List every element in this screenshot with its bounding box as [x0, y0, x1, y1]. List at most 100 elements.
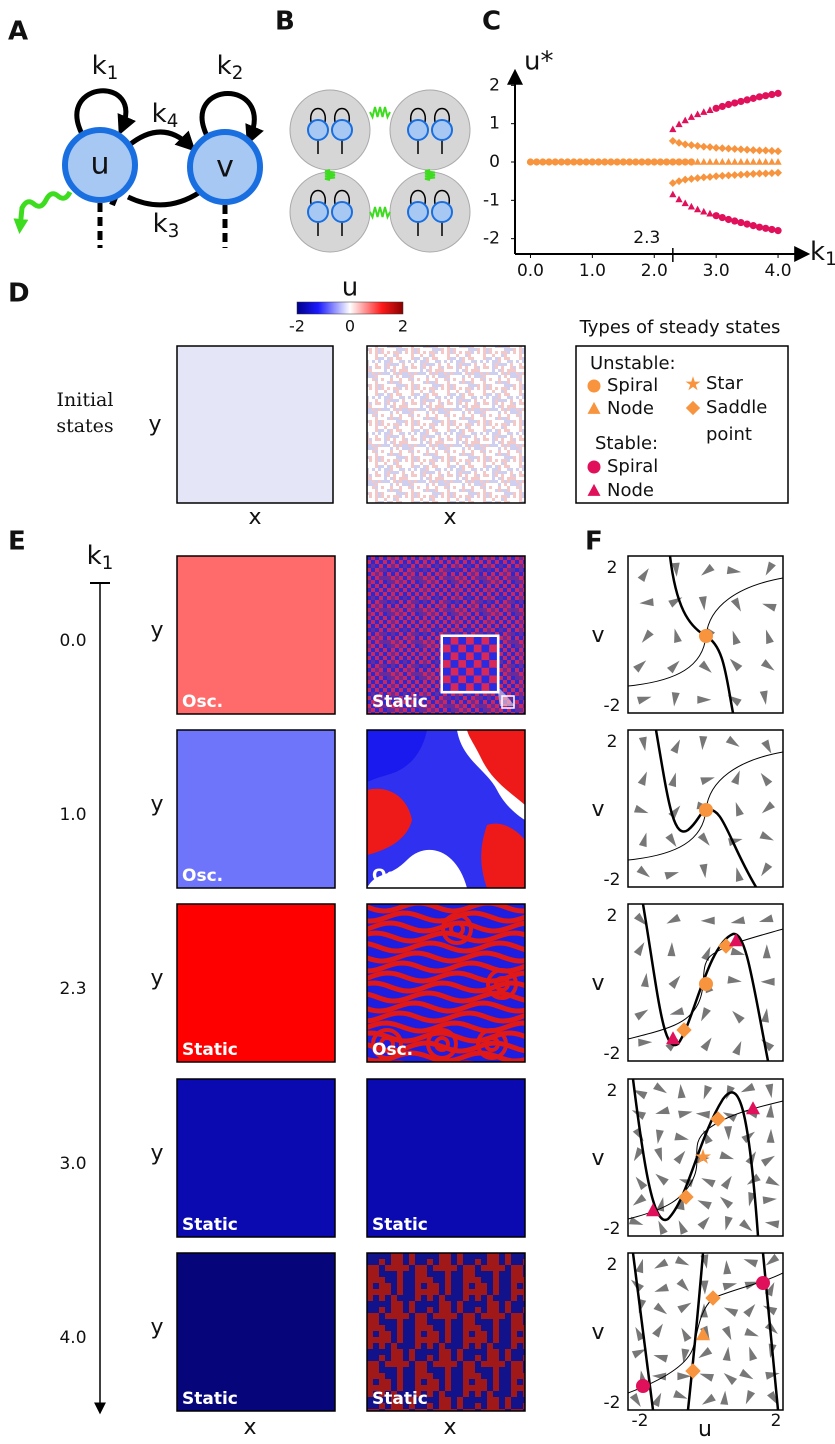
marker-circle: [614, 158, 621, 165]
marker-triangle: [700, 108, 707, 115]
marker-circle: [533, 158, 540, 165]
regime-label: Static: [372, 692, 428, 712]
marker-triangle: [744, 158, 751, 165]
k3-label: k3: [153, 209, 180, 242]
legend-label: Spiral: [607, 375, 658, 396]
colorbar: [297, 302, 403, 314]
panel-d: u-202InitialstatesyxxTypes of steady sta…: [56, 273, 788, 531]
right-field: [367, 1253, 525, 1411]
marker-triangle: [694, 111, 701, 118]
y-tick-label: 0: [489, 152, 500, 172]
marker-triangle: [774, 158, 781, 165]
y-label: y: [148, 412, 161, 437]
zoom-cell: [451, 645, 459, 653]
v-min: -2: [604, 696, 621, 716]
initial-uniform: [177, 346, 333, 503]
y-tick-label: -1: [483, 190, 500, 210]
marker-circle: [719, 103, 726, 110]
marker-circle: [583, 158, 590, 165]
node-u-label: u: [90, 147, 109, 182]
v-label: v: [591, 1320, 604, 1345]
marker-circle: [589, 158, 596, 165]
phase-portrait: [628, 730, 783, 887]
zoom-cell: [489, 652, 497, 660]
pattern-fill: [367, 1253, 525, 1411]
small-node: [308, 202, 328, 222]
small-node: [432, 120, 452, 140]
marker-circle: [762, 225, 769, 232]
panel-label: B: [275, 7, 295, 37]
zoom-cell: [466, 645, 474, 653]
zoom-cell: [466, 668, 474, 676]
marker-circle: [601, 158, 608, 165]
marker-circle: [626, 158, 633, 165]
marker-star: [686, 376, 701, 390]
v-min: -2: [604, 1219, 621, 1239]
v-label: v: [591, 623, 604, 648]
colorbar-label: u: [342, 273, 358, 303]
k1-value: 1.0: [59, 805, 86, 825]
legend-title: Types of steady states: [579, 317, 781, 338]
y-tick-label: 1: [489, 114, 500, 134]
marker-circle: [768, 91, 775, 98]
left-field: [177, 904, 335, 1062]
regime-label: Osc.: [372, 866, 413, 886]
marker-circle: [564, 158, 571, 165]
marker-circle: [750, 95, 757, 102]
marker-circle: [756, 1276, 770, 1290]
v-min: -2: [604, 1044, 621, 1064]
legend-label: Node: [607, 398, 654, 419]
inhibit-k3: [128, 192, 200, 205]
zoom-cell: [489, 660, 497, 668]
marker-circle: [744, 96, 751, 103]
zoom-cell: [458, 683, 466, 691]
marker-diamond: [681, 176, 689, 184]
marker-circle: [713, 212, 720, 219]
arrow-k4: [128, 132, 190, 146]
colorbar-tick-label: 2: [398, 317, 408, 336]
zoom-cell: [451, 683, 459, 691]
marker-circle: [644, 158, 651, 165]
marker-triangle: [706, 158, 713, 165]
zoom-cell: [451, 676, 459, 684]
marker-circle: [713, 105, 720, 112]
zoom-cell: [466, 676, 474, 684]
k4-label: k4: [152, 99, 179, 132]
y-label: y: [150, 1315, 163, 1340]
zoom-cell: [466, 660, 474, 668]
marker-circle: [688, 158, 695, 165]
zoom-cell: [474, 668, 482, 676]
k1-axis-label: k1: [87, 541, 114, 574]
marker-triangle: [588, 402, 601, 414]
zoom-cell: [458, 652, 466, 660]
zoom-cell: [451, 660, 459, 668]
phase-portrait: [628, 1079, 783, 1236]
marker-diamond: [681, 140, 689, 148]
marker-circle: [719, 214, 726, 221]
regime-label: Static: [182, 1389, 238, 1409]
marker-circle: [699, 977, 713, 991]
k1-value: 2.3: [59, 979, 86, 999]
marker-circle: [588, 380, 601, 393]
marker-triangle: [706, 106, 713, 113]
regime-label: Static: [182, 1215, 238, 1235]
phase-portrait: [628, 904, 783, 1061]
y-label: y: [150, 966, 163, 991]
zoom-cell: [443, 683, 451, 691]
marker-triangle: [675, 196, 682, 203]
marker-circle: [725, 216, 732, 223]
marker-circle: [750, 222, 757, 229]
panel-f: 2-2v2-2v2-2v2-2v2-2v-22u: [591, 556, 783, 1440]
x-tick-label: 4.0: [765, 261, 792, 281]
panel-label: D: [8, 279, 30, 309]
k1-value: 4.0: [59, 1328, 86, 1348]
marker-diamond: [687, 175, 695, 183]
marker-circle: [731, 99, 738, 106]
zoom-cell: [482, 668, 490, 676]
small-node: [332, 202, 352, 222]
x-label: x: [243, 1415, 256, 1440]
marker-diamond: [675, 177, 683, 185]
marker-circle: [663, 158, 670, 165]
marker-triangle: [706, 210, 713, 217]
